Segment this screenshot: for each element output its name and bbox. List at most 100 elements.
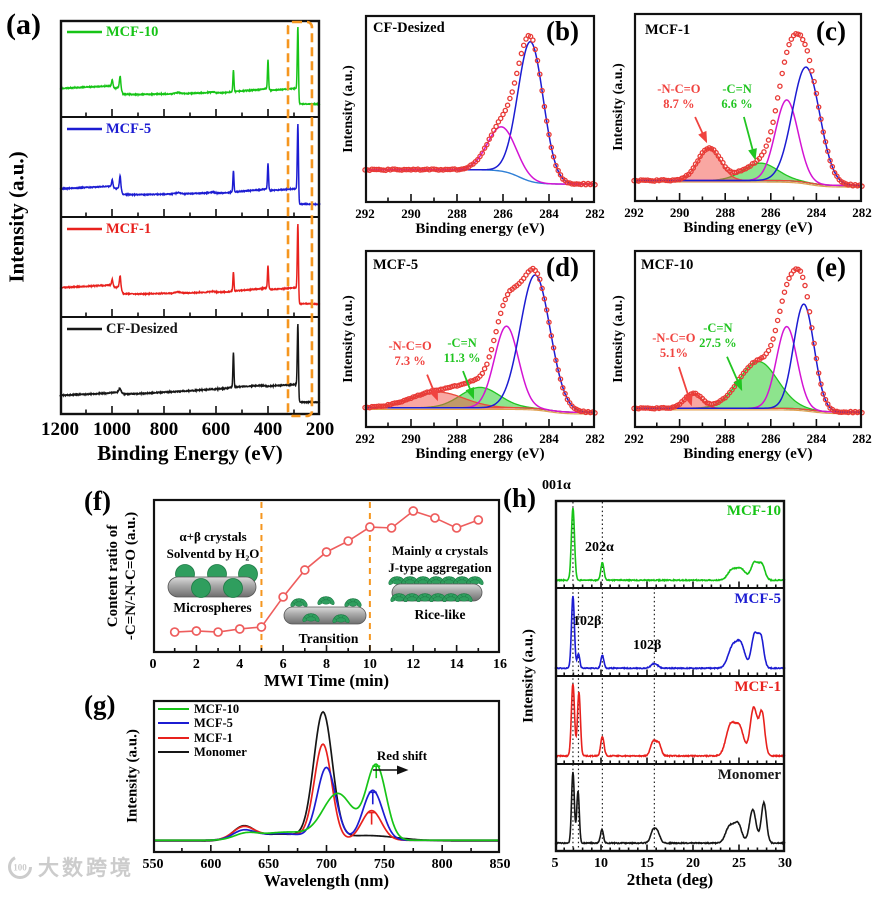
xps-annotation-c-1: -C=N 6.6 % (721, 81, 753, 111)
panel-b-tick-label: 284 (539, 206, 559, 221)
panel-f-tick-label: 12 (406, 657, 421, 672)
panel-b-tick-label: 288 (447, 206, 467, 221)
panel-a-tick-label: 800 (149, 419, 179, 440)
panel-a-tick-label: 1200 (41, 419, 79, 440)
panel-a-tag: (a) (6, 8, 41, 41)
panel-c-tick-label: 288 (715, 205, 735, 220)
panel-a-series-label-CF-Desized: CF-Desized (106, 321, 178, 337)
panel-f-tick-label: 8 (323, 657, 330, 672)
xrd-peak-label-102b: 102β (633, 638, 662, 653)
panel-d-yaxis-title: Intensity (a.u.) (341, 295, 356, 383)
panel-d-tick-label: 284 (539, 431, 559, 446)
xps-data-series-e (631, 266, 865, 416)
panel-e-xaxis-title: Binding energy (eV) (683, 446, 813, 462)
panel-b-yaxis-title: Intensity (a.u.) (341, 65, 356, 153)
panel-d-tick-label: 282 (585, 431, 605, 446)
panel-d-sample-label: MCF-5 (373, 257, 419, 273)
panel-g-legend-label-MCF-1: MCF-1 (194, 730, 233, 745)
panel-g-legend-label-MCF-5: MCF-5 (194, 716, 233, 731)
panel-h-series-label-MCF-1: MCF-1 (734, 679, 781, 695)
inset-right-caption: Rice-like (414, 607, 466, 622)
xps-data-series-c (631, 31, 865, 189)
panel-g-legend-label-Monomer: Monomer (194, 745, 247, 760)
panel-g-tick-label: 650 (258, 857, 280, 872)
inset-left-title: α+β crystals Solventd by H₂O (162, 529, 264, 562)
panel-f-tick-label: 6 (279, 657, 287, 672)
panel-h-tick-label: 5 (551, 856, 559, 871)
panel-e-tick-label: 290 (669, 431, 690, 446)
panel-h-series-label-Monomer: Monomer (717, 767, 781, 783)
panel-b-plot (362, 14, 598, 204)
xps-annotation-d-1: -C=N 11.3 % (443, 335, 481, 365)
panel-g-legend-label-MCF-10: MCF-10 (194, 702, 240, 716)
panel-d-tick-label: 290 (401, 431, 421, 446)
panel-d-tick-label: 288 (447, 431, 467, 446)
panel-e-plot (631, 249, 865, 429)
panel-e-tick-label: 284 (806, 431, 827, 446)
inset-left-title-line1: α+β crystals (179, 529, 247, 544)
panel-f-plot (152, 498, 501, 654)
panel-g-legend-swatch-MCF-10 (158, 708, 189, 710)
svg-text:100: 100 (13, 863, 27, 873)
xrd-peak-label-202a: 202α (585, 540, 614, 555)
panel-g-legend-swatch-MCF-5 (158, 722, 189, 725)
xps-data-series-b (362, 32, 598, 188)
panel-a-series-label-MCF-1: MCF-1 (106, 221, 152, 237)
panel-c-sample-label: MCF-1 (645, 22, 691, 38)
panel-f-tag: (f) (84, 486, 111, 516)
panel-e-tick-label: 286 (761, 431, 781, 446)
panel-g-tag: (g) (84, 690, 116, 720)
panel-b-sample-label: CF-Desized (373, 20, 445, 36)
panel-c-tick-label: 282 (852, 205, 872, 220)
inset-left-title-line2: Solventd by H₂O (166, 545, 260, 561)
panel-e-sample-label: MCF-10 (641, 257, 694, 273)
panel-f-tick-label: 4 (236, 657, 244, 672)
panel-b-tick-label: 292 (355, 206, 375, 221)
panel-g-legend-swatch-MCF-1 (158, 736, 189, 739)
panel-f-tick-label: 0 (149, 657, 157, 672)
panel-f-tick-label: 16 (493, 657, 507, 672)
panel-f-tick-label: 10 (362, 657, 377, 672)
panel-f-tick-label: 2 (192, 657, 200, 672)
xrd-peak-label-001a: 001α (542, 478, 571, 493)
panel-h-tick-label: 15 (640, 856, 654, 871)
panel-b-tick-label: 290 (401, 206, 421, 221)
panel-d-plot (362, 249, 598, 429)
panel-c-plot (631, 12, 865, 203)
panel-c-tick-label: 290 (669, 205, 690, 220)
panel-g-yaxis-title: Intensity (a.u.) (124, 729, 141, 823)
panel-h-tick-label: 10 (594, 856, 608, 871)
panel-b-tick-label: 282 (585, 206, 605, 221)
panel-g-tick-label: 600 (200, 857, 222, 872)
panel-a-yaxis-title: Intensity (a.u.) (4, 151, 29, 283)
inset-mid-caption: Transition (298, 631, 359, 646)
panel-d-xaxis-title: Binding energy (eV) (415, 446, 545, 462)
panel-a-tick-label: 200 (305, 419, 335, 440)
inset-right-title-line2: J-type aggregation (388, 559, 492, 575)
panel-f-xaxis-title: MWI Time (min) (264, 671, 389, 690)
panel-g-legend-swatch-Monomer (158, 751, 189, 754)
watermark-text: 大数跨境 (38, 856, 134, 880)
panel-h-tag: (h) (503, 483, 536, 513)
xps-annotation-e-1: -C=N 27.5 % (699, 321, 737, 351)
panel-h-tick-label: 20 (686, 856, 700, 871)
panel-d-tag: (d) (546, 252, 579, 282)
panel-h-tick-label: 30 (778, 856, 792, 871)
watermark-logo-icon: 100 (8, 855, 32, 879)
panel-h-plot (554, 499, 786, 853)
watermark: 100 大数跨境 (6, 852, 134, 882)
panel-c-tick-label: 284 (806, 205, 827, 220)
panel-a-plot (59, 19, 321, 418)
panel-g-plot (152, 699, 501, 854)
panel-g-tick-label: 850 (489, 857, 511, 872)
xrd-peak-label-102b-bar: 1̄02β (573, 614, 602, 629)
panel-g-tick-label: 750 (373, 857, 395, 872)
redshift-annotation: Red shift (376, 748, 428, 763)
panel-a-series-label-MCF-10: MCF-10 (106, 24, 159, 40)
panel-f-tick-label: 14 (449, 657, 464, 672)
panel-h-yaxis-title: Intensity (a.u.) (520, 629, 537, 723)
panel-b-xaxis-title: Binding energy (eV) (415, 221, 545, 237)
xps-annotation-d-0: -N-C=O 7.3 % (388, 339, 432, 368)
panel-b-tag: (b) (546, 16, 579, 46)
